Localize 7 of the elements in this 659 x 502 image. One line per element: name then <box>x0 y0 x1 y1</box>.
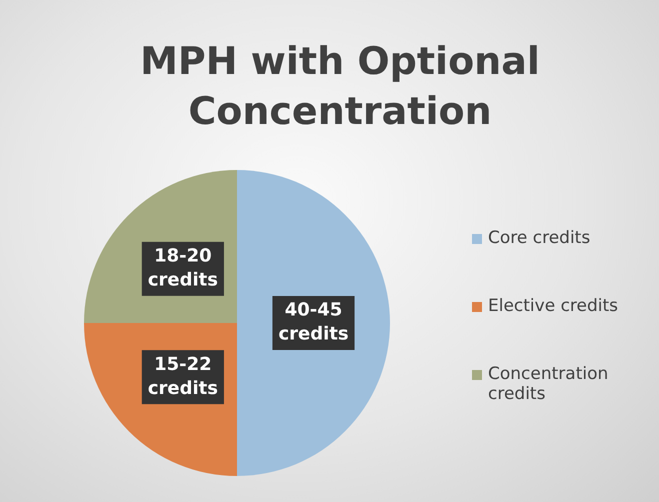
legend-label: Concentration credits <box>488 364 610 404</box>
legend-label: Elective credits <box>488 296 618 316</box>
data-label: 40-45 credits <box>278 300 349 345</box>
chart-title: MPH with Optional Concentration <box>139 38 541 135</box>
legend-label: Core credits <box>488 228 590 248</box>
data-label: 18-20 credits <box>148 246 218 291</box>
data-label: 15-22 credits <box>148 354 218 399</box>
